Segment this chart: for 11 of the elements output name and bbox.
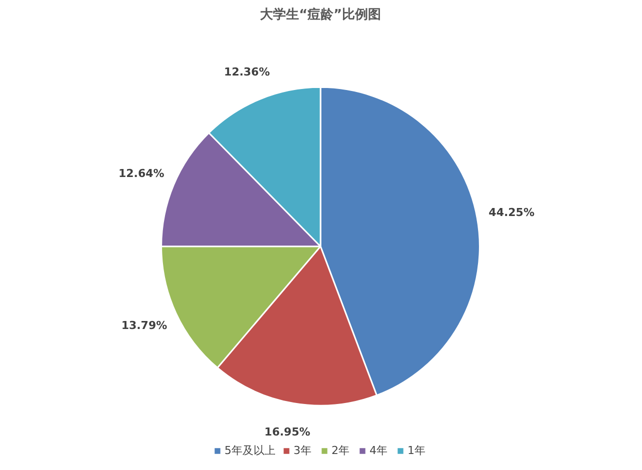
data-label: 44.25% bbox=[488, 206, 534, 220]
legend-label: 5年及以上 bbox=[224, 443, 276, 458]
legend-label: 1年 bbox=[408, 443, 426, 458]
data-label: 16.95% bbox=[264, 425, 310, 438]
legend-label: 4年 bbox=[370, 443, 388, 458]
chart-title: 大学生“痘龄”比例图 bbox=[260, 6, 382, 22]
data-label: 13.79% bbox=[121, 318, 168, 332]
legend-label: 3年 bbox=[294, 443, 312, 458]
data-label: 12.64% bbox=[118, 167, 164, 180]
data-label: 12.36% bbox=[224, 66, 270, 79]
legend-label: 2年 bbox=[332, 443, 350, 458]
